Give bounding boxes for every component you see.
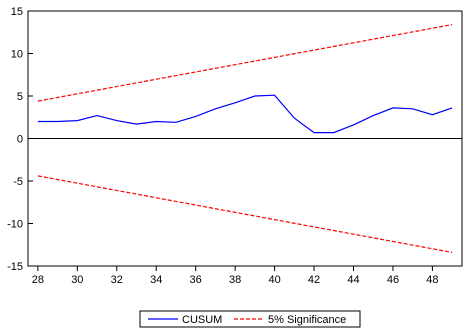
- x-tick-label: 44: [347, 274, 359, 286]
- y-tick-label: 10: [11, 49, 23, 61]
- y-tick-label: -10: [7, 219, 23, 231]
- y-tick-label: -15: [7, 261, 23, 273]
- x-tick-label: 46: [387, 274, 399, 286]
- x-tick-label: 36: [190, 274, 202, 286]
- y-tick-label: 0: [17, 134, 23, 146]
- x-tick-label: 38: [229, 274, 241, 286]
- x-tick-label: 42: [308, 274, 320, 286]
- legend-label-cusum: CUSUM: [182, 314, 222, 326]
- x-tick-label: 40: [268, 274, 280, 286]
- x-tick-label: 34: [150, 274, 162, 286]
- x-tick-label: 30: [71, 274, 83, 286]
- x-tick-label: 48: [426, 274, 438, 286]
- lower-significance-line: [37, 175, 453, 253]
- y-tick-label: -5: [13, 176, 23, 188]
- legend-label-significance: 5% Significance: [268, 314, 346, 326]
- y-tick-label: 15: [11, 6, 23, 18]
- upper-significance-line: [37, 24, 453, 102]
- x-tick-label: 28: [32, 274, 44, 286]
- cusum-series-line: [37, 94, 453, 134]
- y-tick-label: 5: [17, 91, 23, 103]
- x-tick-label: 32: [111, 274, 123, 286]
